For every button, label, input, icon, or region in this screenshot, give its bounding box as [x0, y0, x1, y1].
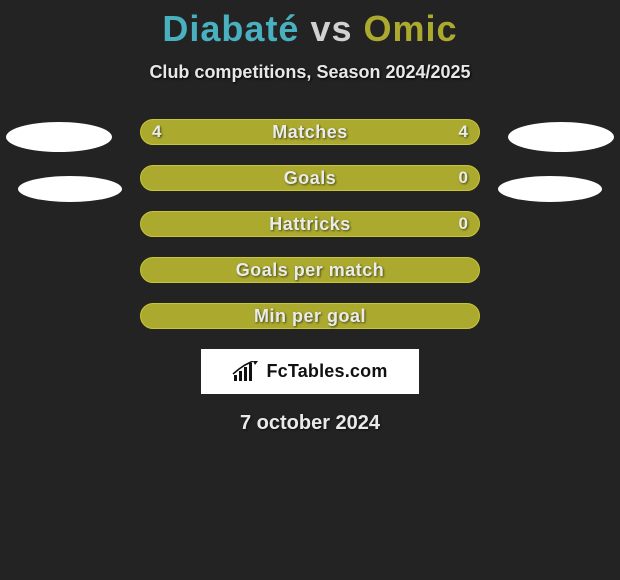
- stat-value-right: 0: [459, 165, 468, 191]
- comparison-title: Diabaté vs Omic: [0, 0, 620, 50]
- decorative-ellipse: [498, 176, 602, 202]
- vs-text: vs: [310, 8, 352, 49]
- stat-row-min-per-goal: Min per goal: [140, 303, 480, 329]
- stat-value-right: 0: [459, 211, 468, 237]
- stat-row-goals: Goals 0: [140, 165, 480, 191]
- player-1-name: Diabaté: [162, 8, 299, 49]
- stat-label: Goals per match: [140, 257, 480, 283]
- stat-label: Matches: [140, 119, 480, 145]
- stat-label: Min per goal: [140, 303, 480, 329]
- stat-value-right: 4: [459, 119, 468, 145]
- subtitle: Club competitions, Season 2024/2025: [0, 62, 620, 83]
- stat-row-matches: 4 Matches 4: [140, 119, 480, 145]
- decorative-ellipse: [508, 122, 614, 152]
- player-2-name: Omic: [364, 8, 458, 49]
- decorative-ellipse: [6, 122, 112, 152]
- stat-row-goals-per-match: Goals per match: [140, 257, 480, 283]
- brand-text: FcTables.com: [266, 361, 387, 382]
- bar-chart-icon: [232, 361, 260, 383]
- stat-label: Goals: [140, 165, 480, 191]
- decorative-ellipse: [18, 176, 122, 202]
- stat-label: Hattricks: [140, 211, 480, 237]
- stats-rows: 4 Matches 4 Goals 0 Hattricks 0 Goals pe…: [0, 119, 620, 329]
- snapshot-date: 7 october 2024: [0, 412, 620, 435]
- stat-row-hattricks: Hattricks 0: [140, 211, 480, 237]
- brand-logo-box: FcTables.com: [201, 349, 419, 394]
